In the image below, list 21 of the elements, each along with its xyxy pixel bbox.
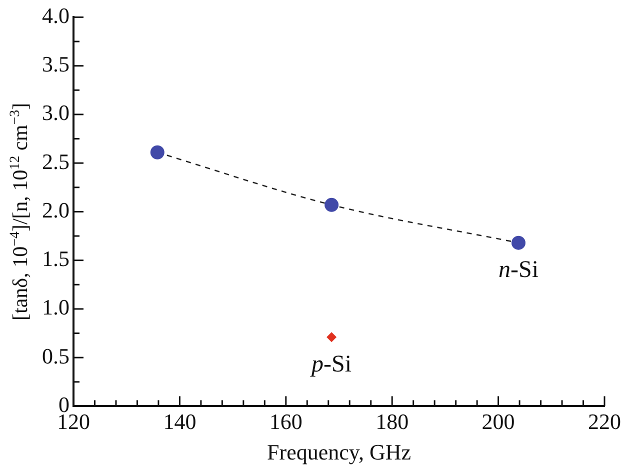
y-tick-label: 2.0: [42, 197, 70, 222]
x-tick-label: 160: [269, 409, 302, 434]
y-tick-label: 4.0: [42, 2, 70, 28]
y-tick-label: 1.0: [42, 294, 70, 320]
point: [324, 198, 339, 212]
y-tick-label: 3.0: [42, 100, 70, 126]
y-tick-label: 1.5: [42, 246, 70, 272]
x-tick-label: 200: [482, 409, 515, 434]
y-tick-label: 3.5: [42, 52, 70, 77]
x-tick-label: 180: [376, 409, 409, 434]
x-tick-label: 140: [163, 409, 196, 434]
y-tick-label: 0.5: [42, 343, 70, 368]
point: [326, 332, 337, 342]
y-tick-label: 2.5: [42, 148, 70, 174]
x-tick-label: 220: [588, 409, 621, 434]
y-axis-title: [tanδ, 10−4]/[n, 1012 cm−3]: [8, 102, 32, 320]
x-axis-title: Frequency, GHz: [267, 440, 412, 465]
series-label: p-Si: [310, 351, 352, 378]
point: [511, 236, 526, 250]
point: [150, 145, 164, 160]
series-label: n-Si: [498, 257, 539, 284]
